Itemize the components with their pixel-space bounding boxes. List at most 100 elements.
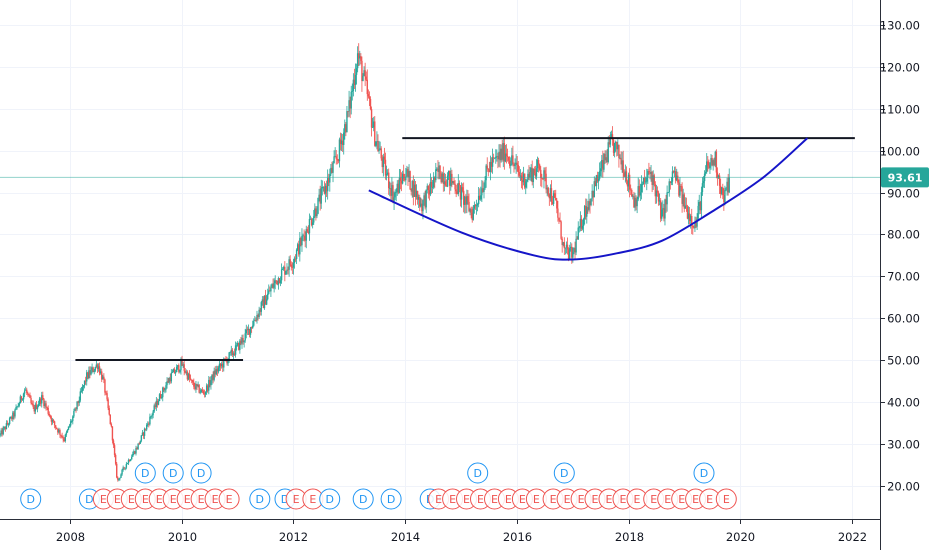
candle-body — [362, 75, 364, 82]
candle-body — [487, 168, 489, 170]
cup-curve-line[interactable] — [368, 137, 809, 261]
candle-body — [54, 425, 57, 428]
dividend-marker[interactable]: D — [693, 462, 715, 484]
candle-body — [542, 178, 544, 180]
candle-body — [210, 380, 212, 386]
candle-body — [685, 205, 688, 207]
candle-body — [695, 221, 697, 227]
earnings-marker[interactable]: E — [715, 488, 737, 510]
candle-body — [184, 370, 186, 373]
candle-body — [112, 440, 115, 446]
candle-body — [99, 371, 102, 374]
event-markers[interactable]: DDDDDDDDEEEEEEEEEEDDEEDDDDEEEEEEEEEEEEEE… — [20, 462, 737, 510]
candle-body — [275, 280, 277, 282]
candle-body — [182, 364, 184, 366]
candle-body — [96, 364, 99, 370]
dividend-marker[interactable]: D — [319, 488, 341, 510]
dividend-marker[interactable]: D — [467, 462, 489, 484]
marker-label: E — [564, 493, 571, 506]
candle-body — [279, 280, 282, 284]
candle-body — [607, 142, 609, 163]
candle-body — [240, 340, 242, 344]
marker-circle — [249, 488, 271, 510]
dividend-marker[interactable]: D — [352, 488, 374, 510]
dividend-marker[interactable]: D — [190, 462, 212, 484]
drawing-overlays[interactable] — [0, 137, 880, 361]
candle-body — [704, 171, 707, 174]
candle-body — [75, 408, 77, 410]
marker-circle — [352, 488, 374, 510]
marker-label: E — [678, 493, 685, 506]
candle-body — [596, 175, 599, 182]
candle-body — [143, 428, 146, 436]
candle-body — [497, 155, 499, 160]
candle-body — [594, 181, 597, 187]
dividend-marker[interactable]: D — [20, 488, 42, 510]
marker-circle — [380, 488, 402, 510]
candle-body — [676, 175, 678, 181]
candle-body — [32, 404, 34, 408]
candle-body — [612, 140, 615, 153]
candle-body — [502, 143, 504, 160]
y-axis-ticks: 20.00 30.00 40.00 50.00 60.00 70.00 80.00 90.00… — [880, 19, 920, 494]
candle-body — [353, 79, 356, 85]
candle-body — [0, 434, 1, 436]
candle-body — [65, 432, 68, 435]
candle-body — [480, 195, 482, 200]
candle-body — [356, 53, 359, 69]
candle-body — [97, 366, 100, 370]
dividend-marker[interactable]: D — [380, 488, 402, 510]
candle-body — [113, 445, 116, 455]
candle-body — [34, 404, 37, 412]
candle-body — [608, 142, 610, 145]
candle-body — [349, 100, 351, 109]
candle-body — [392, 185, 394, 202]
candle-body — [492, 157, 495, 159]
y-tick-label: 80.00 — [887, 228, 920, 242]
candle-body — [329, 174, 331, 183]
candle-body — [516, 162, 518, 165]
candle-body — [158, 394, 161, 402]
candle-body — [189, 378, 192, 380]
dividend-marker[interactable]: D — [134, 462, 156, 484]
candle-body — [38, 398, 41, 405]
candle-body — [386, 172, 389, 174]
candle-body — [528, 173, 530, 178]
earnings-marker[interactable]: E — [218, 488, 240, 510]
dividend-marker[interactable]: D — [249, 488, 271, 510]
candle-body — [303, 235, 305, 237]
candle-body — [78, 400, 80, 403]
candle-body — [216, 369, 219, 372]
candle-body — [589, 201, 591, 206]
candle-body — [25, 389, 27, 391]
candle-body — [499, 151, 501, 161]
candle-body — [658, 200, 661, 202]
candle-body — [498, 151, 500, 160]
candle-body — [261, 299, 264, 303]
candle-body — [152, 411, 154, 416]
candle-body — [111, 426, 114, 441]
candle-body — [534, 173, 537, 177]
candle-body — [262, 299, 265, 309]
candle-body — [77, 401, 79, 403]
candle-body — [67, 426, 70, 430]
candle-body — [505, 153, 508, 157]
candle-body — [208, 379, 210, 391]
candle-body — [146, 424, 148, 430]
candle-body — [419, 197, 421, 207]
dividend-marker[interactable]: D — [162, 462, 184, 484]
candle-body — [212, 374, 214, 380]
candle-body — [404, 178, 406, 181]
candle-body — [470, 209, 472, 213]
candle-body — [364, 70, 366, 77]
candle-body — [248, 328, 251, 335]
candle-body — [277, 278, 280, 285]
candle-body — [549, 188, 552, 199]
candle-body — [509, 160, 511, 166]
candle-body — [217, 367, 220, 372]
dividend-marker[interactable]: D — [553, 462, 575, 484]
earnings-marker[interactable]: E — [302, 488, 324, 510]
x-tick-label: 2022 — [838, 530, 867, 544]
candle-body — [21, 399, 24, 401]
